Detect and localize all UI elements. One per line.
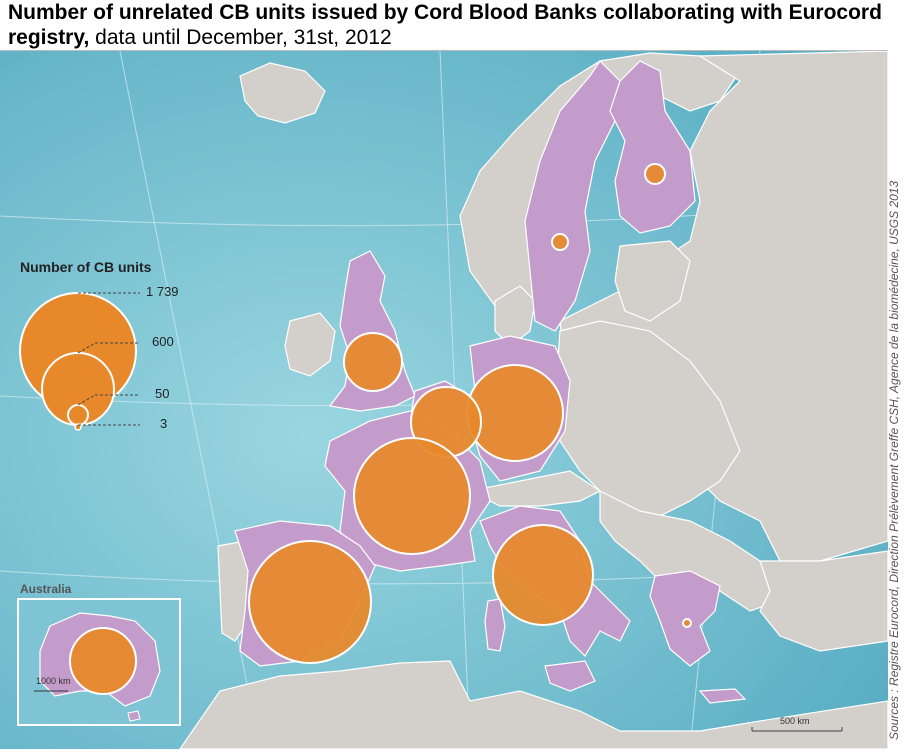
map-frame — [0, 50, 888, 749]
bubbles — [248, 163, 692, 664]
iceland — [239, 62, 326, 124]
balkans — [599, 490, 781, 612]
inset-title: Australia — [20, 582, 72, 596]
bubble-france — [353, 437, 471, 555]
inset-australia — [17, 598, 181, 726]
legend-label-50: 50 — [155, 386, 170, 401]
legend-label-600: 600 — [152, 334, 174, 349]
title-sub: data until December, 31st, 2012 — [95, 26, 392, 49]
country-crete — [698, 688, 747, 704]
scale-bar — [751, 727, 843, 732]
denmark — [494, 285, 536, 347]
legend-title: Number of CB units — [20, 259, 152, 275]
legend-label-1739: 1 739 — [146, 284, 179, 299]
bubble-italy — [492, 524, 594, 626]
map-title: Number of unrelated CB units issued by C… — [8, 0, 888, 50]
central-europe — [554, 320, 741, 522]
legend-label-3: 3 — [160, 416, 168, 431]
tasmania — [127, 710, 141, 722]
scale-bar-label: 500 km — [780, 716, 810, 726]
turkey — [759, 550, 888, 652]
bubble-australia — [69, 627, 137, 695]
ireland — [284, 312, 336, 377]
inset-scale-label: 1000 km — [36, 676, 71, 686]
country-finland — [609, 60, 696, 234]
map-canvas — [0, 51, 888, 749]
title-main: Number of unrelated CB units issued by C… — [8, 1, 882, 49]
bubble-germany — [466, 364, 564, 462]
bubble-finland — [644, 163, 666, 185]
legend-symbols — [19, 292, 140, 431]
bubble-spain — [248, 540, 372, 664]
north-africa — [179, 660, 888, 749]
source-note: Sources : Registre Eurocord, Direction P… — [887, 180, 901, 740]
bubble-greece — [682, 618, 692, 628]
country-sicily — [544, 660, 596, 692]
country-sweden — [524, 60, 621, 332]
country-sardinia — [484, 598, 506, 652]
baltics — [614, 240, 691, 322]
legend-circle-50 — [67, 404, 89, 426]
bubble-sweden — [551, 233, 569, 251]
alps — [468, 470, 602, 507]
bubble-uk — [343, 332, 403, 392]
land — [179, 51, 888, 749]
